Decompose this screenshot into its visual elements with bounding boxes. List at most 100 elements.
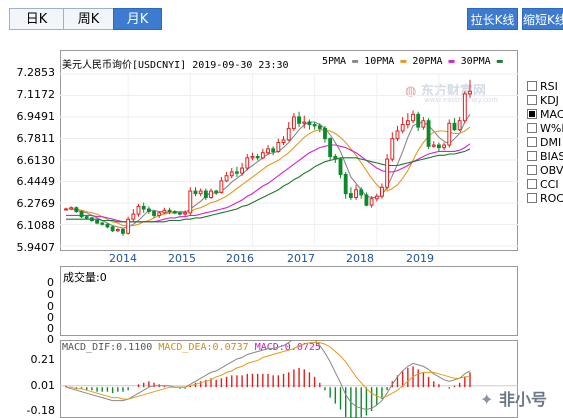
checkbox-dmi[interactable] xyxy=(527,137,537,147)
price-chart-svg xyxy=(60,73,518,247)
ma-line-20pma xyxy=(66,143,471,223)
candle-body xyxy=(64,208,68,211)
ma-line-5pma xyxy=(66,113,471,229)
tab-day-k[interactable]: 日K xyxy=(9,8,64,30)
macd-dif-label: MACD_DIF:0.1100 xyxy=(62,342,153,353)
candle-body xyxy=(317,125,322,129)
candle-body xyxy=(121,228,125,234)
indicator-bias[interactable]: BIAS xyxy=(527,150,563,163)
ma-swatch-10: ▬ xyxy=(400,56,407,67)
vol-tick-0: 0 xyxy=(47,276,54,289)
candle-body xyxy=(110,226,115,232)
indicator-dmi[interactable]: DMI xyxy=(527,136,563,149)
y-tick-3: 6.7811 xyxy=(16,132,56,145)
macd-tick-2: -0.18 xyxy=(26,404,55,417)
candle-body xyxy=(468,90,472,95)
checkbox-cci[interactable] xyxy=(527,179,537,189)
indicator-rsi-label: RSI xyxy=(540,80,558,93)
indicator-cci-label: CCI xyxy=(540,178,559,191)
checkbox-macd[interactable] xyxy=(527,109,537,119)
candle-body xyxy=(240,167,245,174)
x-tick-2019: 2019 xyxy=(406,252,434,265)
vol-tick-1: 0 xyxy=(47,288,54,301)
checkbox-bias[interactable] xyxy=(527,151,537,161)
y-tick-6: 6.2769 xyxy=(16,197,56,210)
candle-body xyxy=(95,220,100,224)
y-tick-5: 6.4449 xyxy=(16,175,56,188)
feixiaohao-watermark-text: 非小号 xyxy=(498,390,547,409)
ma-line-10pma xyxy=(66,126,471,227)
candle-body xyxy=(84,216,89,219)
candle-body xyxy=(260,152,265,159)
x-tick-2017: 2017 xyxy=(287,252,315,265)
volume-title: 成交量:0 xyxy=(63,271,107,284)
candle-body xyxy=(209,190,213,198)
feixiaohao-logo-icon: ✦ xyxy=(480,390,494,409)
candle-body xyxy=(157,212,162,216)
candle-body xyxy=(167,209,172,213)
indicator-kdj[interactable]: KDJ xyxy=(527,94,563,107)
tab-month-k[interactable]: 月K xyxy=(113,8,162,30)
candle-body xyxy=(312,124,317,127)
checkbox-rsi[interactable] xyxy=(527,81,537,91)
volume-pane xyxy=(60,266,518,336)
y-tick-0: 7.2853 xyxy=(16,66,56,79)
eastmoney-logo-icon: ◍ xyxy=(405,84,417,99)
candle-body xyxy=(126,218,131,234)
candle-body xyxy=(131,213,136,220)
indicator-rsi[interactable]: RSI xyxy=(527,80,563,93)
candle-body xyxy=(271,148,276,152)
candle-body xyxy=(380,186,384,197)
indicator-roc[interactable]: ROC xyxy=(527,192,563,205)
candle-body xyxy=(462,93,467,122)
checkbox-wr[interactable] xyxy=(527,123,537,133)
macd-value-label: MACD:0.0725 xyxy=(254,342,321,353)
candle-body xyxy=(395,130,400,140)
candle-body xyxy=(421,120,426,128)
candle-body xyxy=(266,148,270,154)
vol-tick-3: 0 xyxy=(47,311,54,324)
indicator-kdj-label: KDJ xyxy=(540,94,559,107)
checkbox-roc[interactable] xyxy=(527,193,537,203)
candle-body xyxy=(276,141,281,152)
candle-body xyxy=(348,193,353,198)
feixiaohao-watermark: ✦ 非小号 xyxy=(480,386,547,410)
candle-body xyxy=(297,116,302,124)
macd-legend: MACD_DIF:0.1100 MACD_DEA:0.0737 MACD:0.0… xyxy=(62,342,321,353)
shrink-kline-button[interactable]: 缩短K线 xyxy=(522,8,563,30)
candle-body xyxy=(162,209,167,214)
candle-body xyxy=(193,190,198,195)
y-tick-4: 6.6130 xyxy=(16,154,56,167)
indicator-macd[interactable]: MACD xyxy=(527,108,563,121)
candle-body xyxy=(100,222,105,225)
stretch-kline-button[interactable]: 拉长K线 xyxy=(467,8,518,30)
indicator-bias-label: BIAS xyxy=(540,150,563,163)
indicator-obv[interactable]: OBV xyxy=(527,164,563,177)
candle-body xyxy=(255,156,260,159)
ma-line-30pma xyxy=(66,148,471,223)
candle-body xyxy=(338,158,343,175)
candle-body xyxy=(457,120,462,131)
candle-body xyxy=(307,121,312,126)
candle-body xyxy=(141,205,146,210)
price-chart-pane xyxy=(60,50,518,251)
candle-body xyxy=(343,173,348,195)
candle-body xyxy=(74,207,79,213)
chart-title: 美元人民币询价[USDCNYI] 2019-09-30 23:30 xyxy=(62,60,289,71)
candle-body xyxy=(115,228,120,232)
candle-body xyxy=(214,190,219,193)
indicator-wr[interactable]: W%R xyxy=(527,122,563,135)
tab-week-k[interactable]: 周K xyxy=(63,8,114,30)
vol-tick-2: 0 xyxy=(47,300,54,313)
checkbox-obv[interactable] xyxy=(527,165,537,175)
candle-body xyxy=(178,212,182,215)
indicator-macd-label: MACD xyxy=(540,108,563,121)
indicator-obv-label: OBV xyxy=(540,164,563,177)
candle-body xyxy=(245,157,250,169)
candle-body xyxy=(291,116,296,129)
indicator-cci[interactable]: CCI xyxy=(527,178,563,191)
indicator-roc-label: ROC xyxy=(540,192,563,205)
candle-body xyxy=(447,122,452,146)
y-tick-7: 6.1088 xyxy=(16,219,56,232)
checkbox-kdj[interactable] xyxy=(527,95,537,105)
